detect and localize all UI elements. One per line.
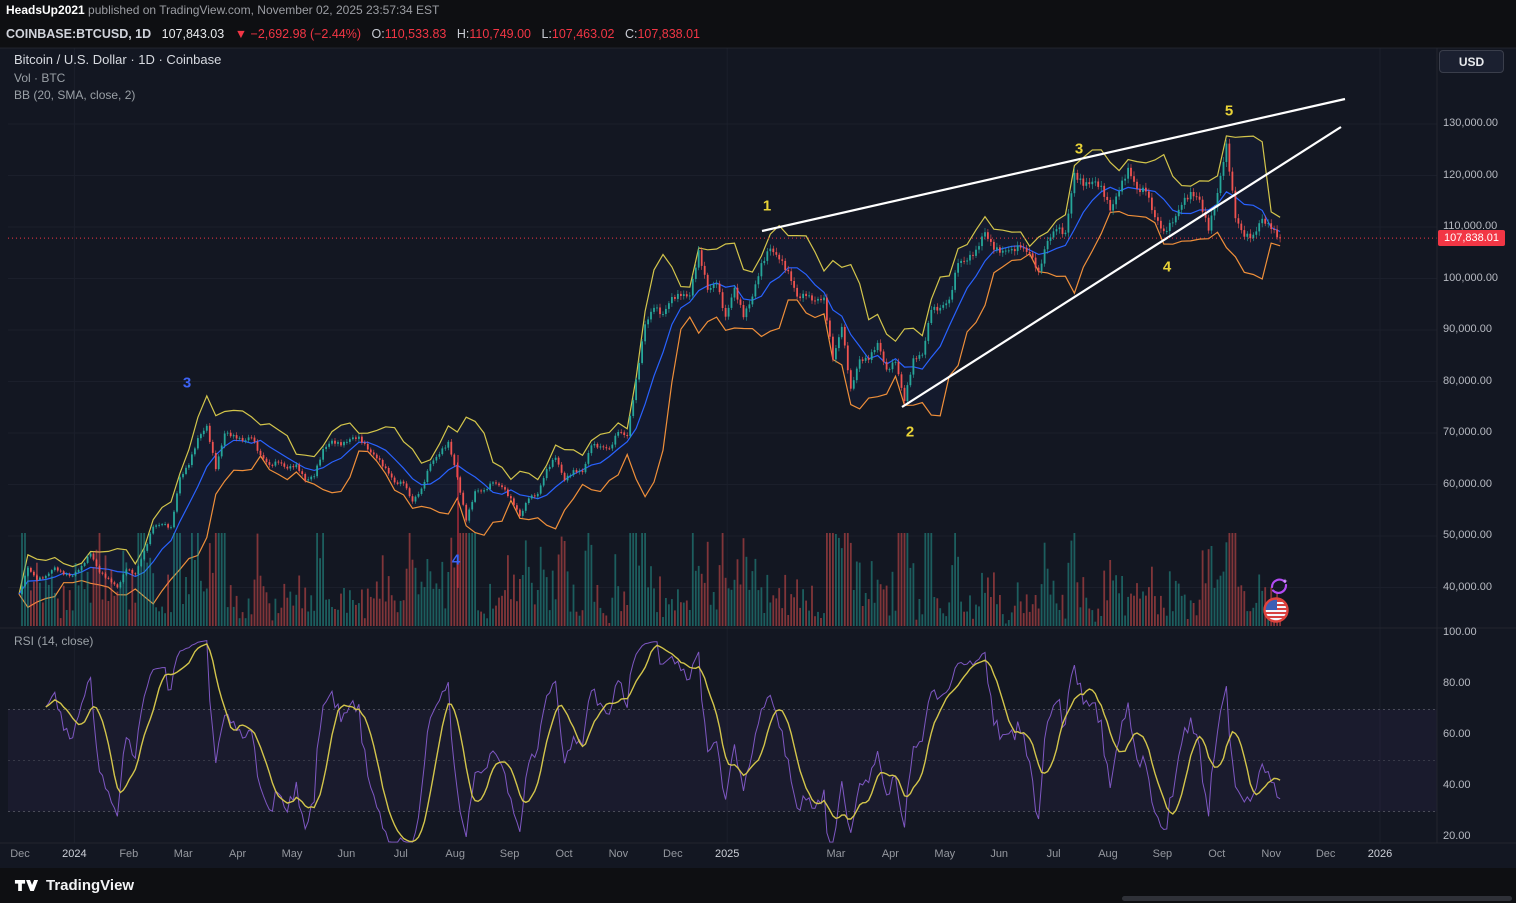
time-axis-label: Dec	[10, 848, 30, 860]
time-axis-label: Dec	[1316, 848, 1336, 860]
main-chart[interactable]	[0, 0, 1516, 903]
time-axis-label: May	[282, 848, 303, 860]
price-axis-label: 50,000.00	[1443, 529, 1492, 541]
time-axis-label: Jul	[1047, 848, 1061, 860]
price-axis-label: 70,000.00	[1443, 426, 1492, 438]
time-axis-label: May	[934, 848, 955, 860]
time-axis-label: 2025	[715, 848, 739, 860]
price-axis-label: 130,000.00	[1443, 117, 1498, 129]
time-axis-label: Oct	[1208, 848, 1225, 860]
time-axis-label: Jun	[338, 848, 356, 860]
time-axis-label: 2024	[62, 848, 86, 860]
tradingview-logo-icon[interactable]	[14, 878, 39, 893]
time-axis-label: Oct	[555, 848, 572, 860]
horizontal-scrollbar[interactable]	[1122, 896, 1512, 901]
close-label: C:	[625, 27, 638, 41]
price-axis-label: 40,000.00	[1443, 581, 1492, 593]
publisher-name: HeadsUp2021	[6, 3, 85, 17]
bb-indicator-label[interactable]: BB (20, SMA, close, 2)	[14, 88, 221, 102]
wave-label-5[interactable]: 5	[1225, 103, 1233, 120]
low-value: 107,463.02	[552, 27, 615, 41]
symbol-title[interactable]: Bitcoin / U.S. Dollar · 1D · Coinbase	[14, 52, 221, 67]
time-axis-label: Jun	[990, 848, 1008, 860]
price-axis-label: 100,000.00	[1443, 272, 1498, 284]
tradingview-wordmark[interactable]: TradingView	[46, 877, 134, 894]
volume-series	[21, 533, 1281, 626]
wave-label-1[interactable]: 1	[763, 198, 771, 215]
quote-bar: COINBASE:BTCUSD, 1D 107,843.03 ▼ −2,692.…	[0, 21, 1516, 47]
last-price-tag: 107,838.01	[1438, 230, 1505, 246]
last-price: 107,843.03	[162, 27, 225, 41]
time-axis-label: Dec	[663, 848, 683, 860]
wave-label-2[interactable]: 2	[906, 424, 914, 441]
low-label: L:	[541, 27, 551, 41]
time-axis-label: Nov	[1261, 848, 1281, 860]
time-axis-label: Feb	[119, 848, 138, 860]
rsi-axis-label: 60.00	[1443, 728, 1471, 740]
symbol-name[interactable]: COINBASE:BTCUSD, 1D	[6, 27, 151, 41]
rsi-axis-label: 100.00	[1443, 626, 1477, 638]
time-axis-label: Aug	[1098, 848, 1118, 860]
wave-label-4[interactable]: 4	[1163, 259, 1171, 276]
price-change: ▼ −2,692.98 (−2.44%)	[235, 27, 361, 41]
publish-info: published on TradingView.com, November 0…	[85, 3, 440, 17]
time-axis-label: Aug	[445, 848, 465, 860]
time-axis-label: Sep	[1153, 848, 1173, 860]
time-axis-label: Apr	[229, 848, 246, 860]
price-axis-label: 80,000.00	[1443, 375, 1492, 387]
rsi-indicator-label[interactable]: RSI (14, close)	[14, 634, 93, 648]
price-axis-label: 60,000.00	[1443, 478, 1492, 490]
price-axis-label: 120,000.00	[1443, 169, 1498, 181]
us-flag-icon[interactable]	[1262, 596, 1290, 629]
wave-label-3[interactable]: 3	[183, 375, 191, 392]
close-value: 107,838.01	[637, 27, 700, 41]
price-axis-label: 90,000.00	[1443, 323, 1492, 335]
open-label: O:	[372, 27, 385, 41]
publish-bar: HeadsUp2021 published on TradingView.com…	[0, 0, 1516, 21]
time-axis-label: Mar	[174, 848, 193, 860]
currency-usd-button[interactable]: USD	[1439, 50, 1504, 73]
volume-indicator-label[interactable]: Vol · BTC	[14, 71, 221, 85]
time-axis-label: Apr	[882, 848, 899, 860]
time-axis-label: Jul	[394, 848, 408, 860]
bollinger-bands	[19, 136, 1280, 607]
rsi-axis-label: 40.00	[1443, 779, 1471, 791]
open-value: 110,533.83	[385, 27, 447, 41]
chart-legend: Bitcoin / U.S. Dollar · 1D · Coinbase Vo…	[14, 52, 221, 105]
time-axis-label: Nov	[609, 848, 629, 860]
time-axis-label: Sep	[500, 848, 520, 860]
wave-label-4[interactable]: 4	[452, 552, 460, 569]
wave-label-3[interactable]: 3	[1075, 141, 1083, 158]
time-axis-label: 2026	[1368, 848, 1392, 860]
high-value: 110,749.00	[469, 27, 531, 41]
rsi-axis-label: 20.00	[1443, 830, 1471, 842]
time-axis-label: Mar	[827, 848, 846, 860]
rsi-axis-label: 80.00	[1443, 677, 1471, 689]
high-label: H:	[457, 27, 470, 41]
